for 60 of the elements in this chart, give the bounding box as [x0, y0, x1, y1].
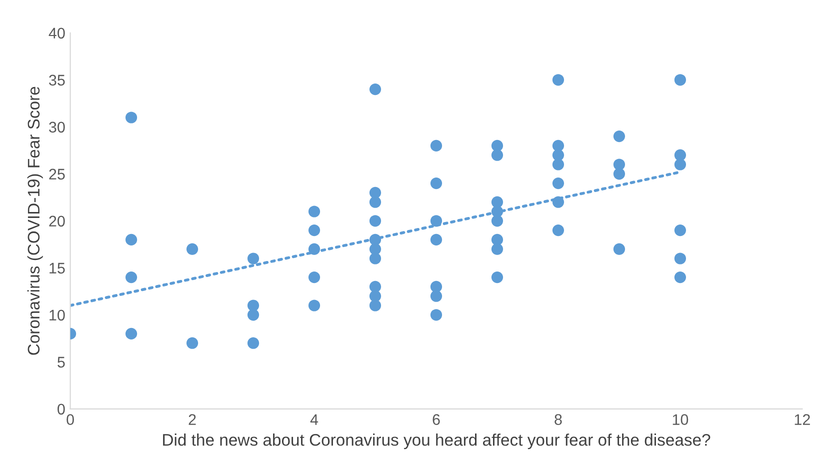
- point: [491, 215, 504, 227]
- point: [186, 243, 198, 255]
- point: [308, 224, 320, 236]
- point: [552, 196, 564, 208]
- point: [491, 149, 504, 161]
- x-tick-label: 8: [554, 414, 562, 425]
- point: [430, 290, 442, 302]
- point: [491, 243, 504, 255]
- x-tick-label: 6: [432, 414, 440, 425]
- point: [308, 300, 320, 312]
- x-tick-label: 4: [310, 414, 318, 425]
- point: [369, 252, 382, 264]
- y-tick-label: 25: [49, 168, 65, 180]
- point: [308, 206, 320, 218]
- point: [369, 83, 382, 96]
- x-tick-label: 0: [66, 414, 74, 425]
- point: [613, 168, 626, 180]
- point: [430, 140, 442, 152]
- point: [552, 74, 564, 86]
- point: [125, 112, 138, 124]
- y-tick-label: 15: [50, 262, 65, 274]
- point: [613, 243, 626, 255]
- y-tick-label: 10: [50, 310, 65, 321]
- point: [369, 196, 382, 208]
- point: [430, 177, 442, 190]
- point: [125, 234, 138, 246]
- point: [674, 271, 686, 284]
- point: [552, 158, 564, 170]
- y-tick-label: 5: [58, 356, 65, 368]
- y-tick-label: 35: [49, 74, 65, 86]
- point: [430, 234, 442, 246]
- point: [674, 224, 686, 236]
- point: [430, 309, 442, 321]
- point: [125, 328, 138, 340]
- point: [552, 177, 564, 190]
- y-tick-label: 0: [58, 404, 65, 415]
- point: [369, 300, 382, 312]
- point: [369, 215, 382, 227]
- x-tick-label: 12: [794, 414, 810, 425]
- x-tick-label: 10: [672, 414, 688, 425]
- point: [186, 337, 198, 349]
- x-tick-label: 2: [188, 414, 196, 425]
- point: [125, 271, 138, 284]
- point: [308, 243, 320, 255]
- point: [552, 224, 564, 236]
- point: [247, 337, 260, 349]
- point: [674, 252, 686, 264]
- point: [247, 252, 260, 264]
- point: [247, 309, 260, 321]
- point: [430, 215, 442, 227]
- y-tick-label: 40: [48, 28, 65, 39]
- point: [613, 130, 626, 142]
- point: [491, 271, 504, 284]
- x-axis-title: Did the news about Coronavirus you heard affect your fear of the disease?: [163, 434, 710, 450]
- y-axis-title: Coronavirus (COVID-19) Fear Score: [27, 86, 43, 355]
- point: [674, 74, 686, 86]
- point: [674, 158, 686, 170]
- point: [308, 271, 320, 284]
- y-tick-label: 20: [49, 216, 65, 227]
- y-tick-label: 30: [49, 122, 65, 133]
